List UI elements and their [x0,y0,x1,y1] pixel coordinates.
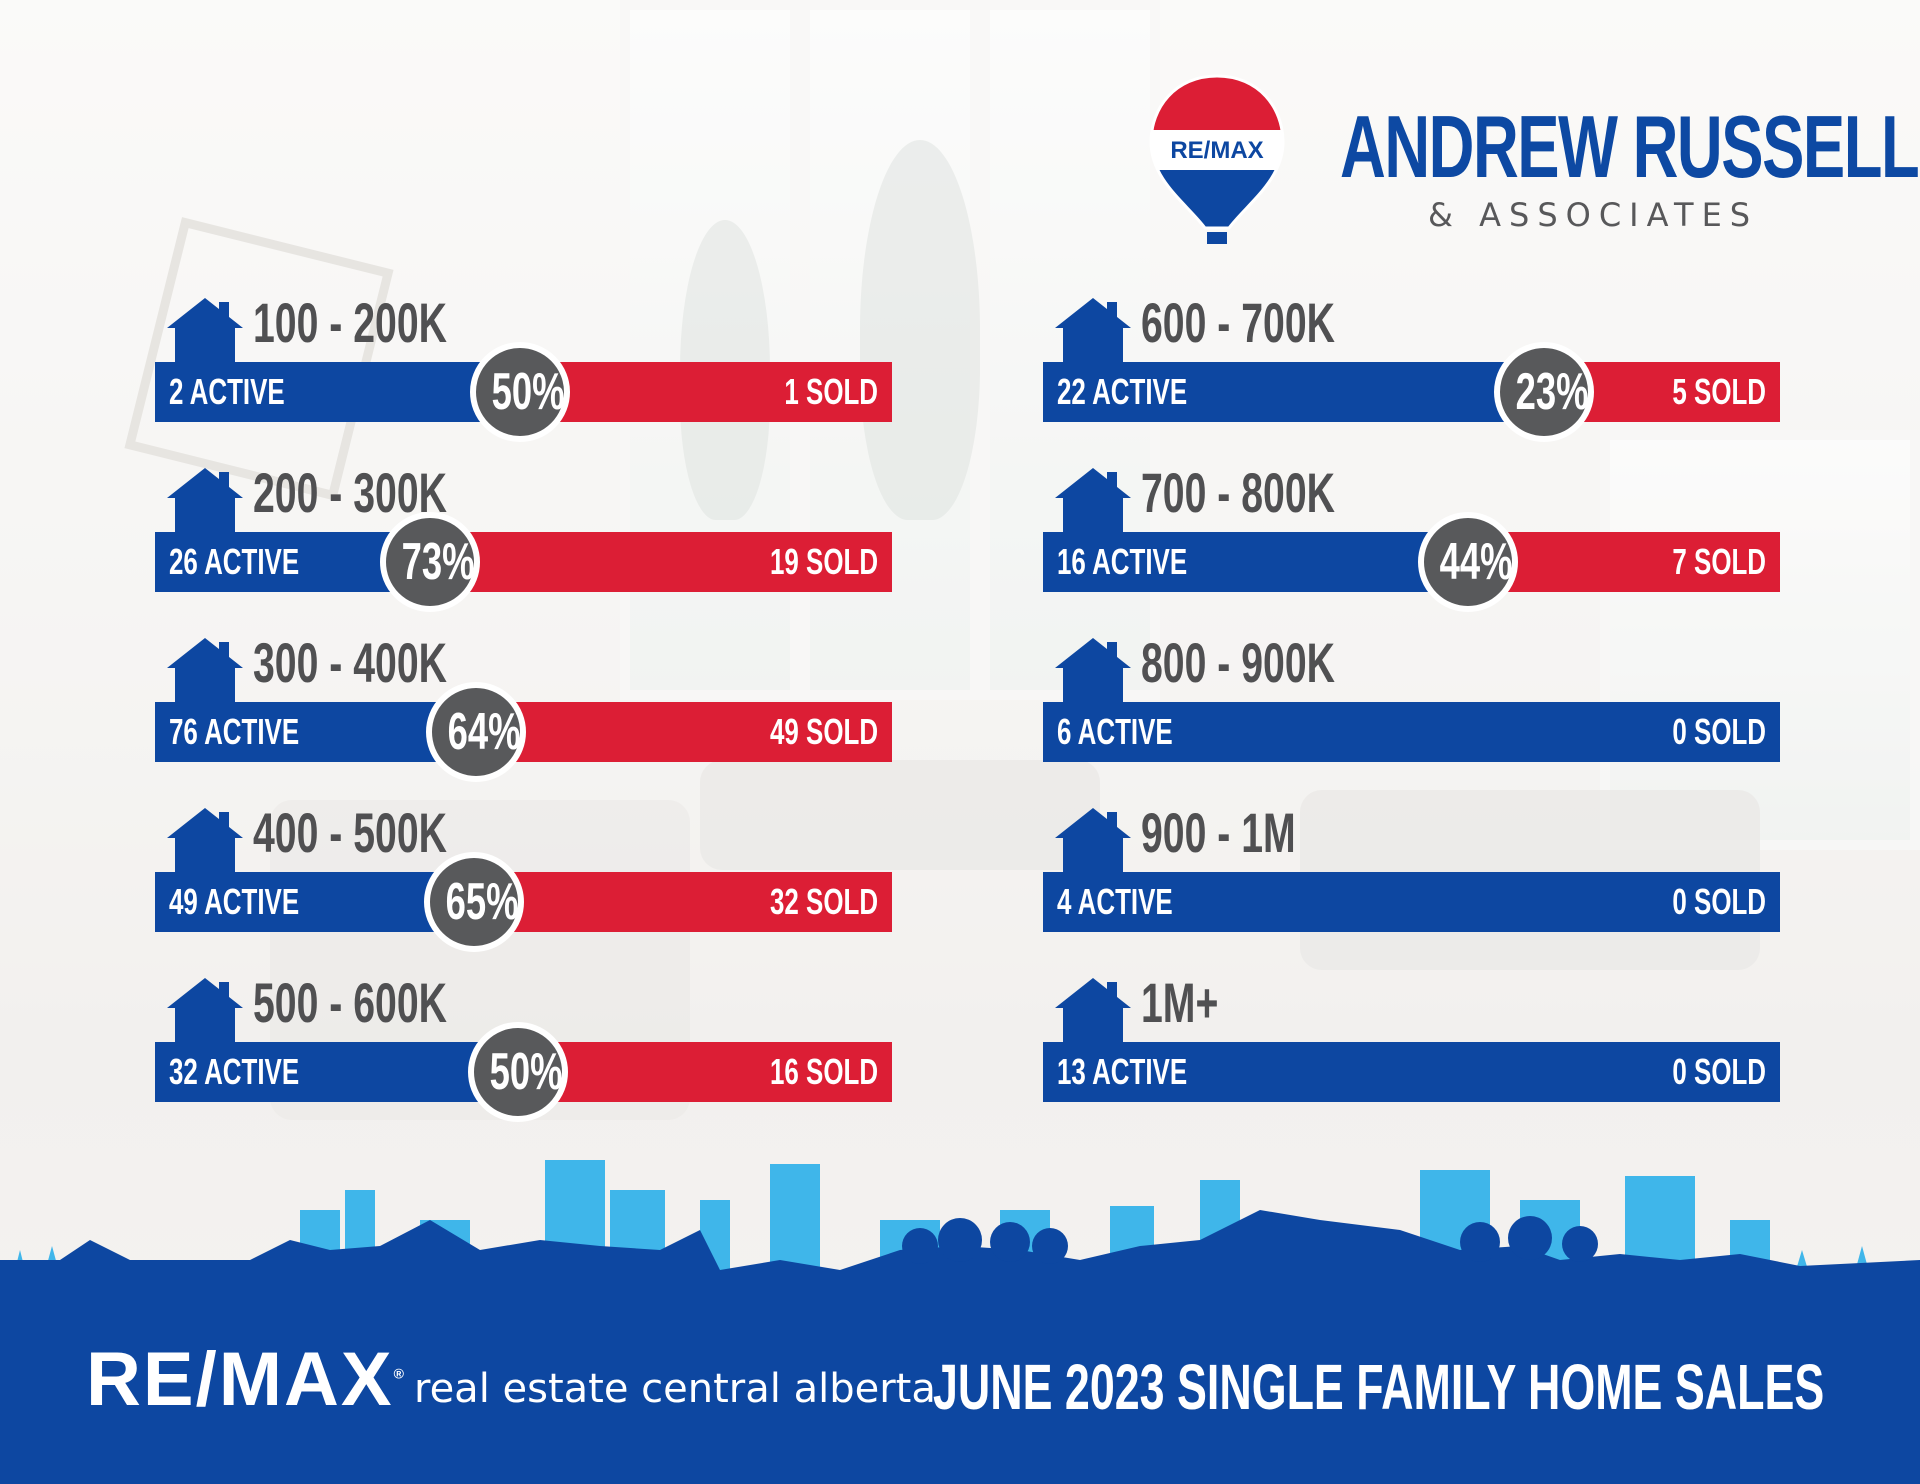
active-bar [155,702,446,762]
price-range-row: 200 - 300K 73% 26 ACTIVE 19 SOLD [155,462,895,612]
remax-balloon-icon: RE/MAX [1149,74,1285,244]
sold-count: 0 SOLD [1672,1051,1766,1092]
price-range-label: 300 - 400K [253,631,447,694]
footer-tagline: real estate central alberta [414,1366,936,1412]
sold-percentage-badge: 50% [470,342,570,442]
active-bar [155,1042,488,1102]
sold-percentage-badge: 64% [426,682,526,782]
price-range-row: 300 - 400K 64% 76 ACTIVE 49 SOLD [155,632,895,782]
active-count: 2 ACTIVE [169,371,285,412]
sold-count: 0 SOLD [1672,711,1766,752]
price-range-label: 100 - 200K [253,291,447,354]
price-range-row: 400 - 500K 65% 49 ACTIVE 32 SOLD [155,802,895,952]
sold-count: 32 SOLD [769,881,878,922]
sold-bar [460,532,892,592]
active-bar [155,872,444,932]
sold-bar [506,702,892,762]
sold-count: 49 SOLD [769,711,878,752]
active-bar [1043,1042,1780,1102]
active-bar [1043,532,1438,592]
balloon-text: RE/MAX [1170,137,1263,164]
active-count: 26 ACTIVE [169,541,300,582]
sold-bar [548,1042,892,1102]
active-count: 4 ACTIVE [1057,881,1173,922]
brand-name: ANDREW RUSSELL [1340,97,1920,196]
active-count: 76 ACTIVE [169,711,300,752]
price-range-label: 500 - 600K [253,971,447,1034]
sold-percentage-badge: 65% [424,852,524,952]
active-count: 32 ACTIVE [169,1051,300,1092]
house-icon [165,294,245,370]
sold-percentage-badge: 44% [1418,512,1518,612]
sold-percentage-badge: 50% [468,1022,568,1122]
house-icon [1053,974,1133,1050]
house-icon [165,974,245,1050]
active-count: 22 ACTIVE [1057,371,1188,412]
active-bar [155,532,400,592]
sold-count: 5 SOLD [1672,371,1766,412]
active-bar [1043,362,1514,422]
active-count: 13 ACTIVE [1057,1051,1188,1092]
brand-block: ANDREW RUSSELL & ASSOCIATES [1340,97,1920,235]
house-icon [165,634,245,710]
house-icon [1053,464,1133,540]
price-range-row: 600 - 700K 23% 22 ACTIVE 5 SOLD [1043,292,1783,442]
footer-title: JUNE 2023 SINGLE FAMILY HOME SALES [932,1351,1824,1423]
sold-count: 0 SOLD [1672,881,1766,922]
active-bar [1043,872,1780,932]
sold-count: 16 SOLD [769,1051,878,1092]
brand-sub: & ASSOCIATES [1428,196,1759,234]
house-icon [1053,804,1133,880]
price-range-row: 800 - 900K 6 ACTIVE 0 SOLD [1043,632,1783,772]
price-range-label: 600 - 700K [1141,291,1335,354]
active-bar [155,362,490,422]
active-count: 49 ACTIVE [169,881,300,922]
active-bar [1043,702,1780,762]
price-range-label: 1M+ [1141,971,1219,1034]
price-range-label: 900 - 1M [1141,801,1296,864]
price-range-label: 700 - 800K [1141,461,1335,524]
footer-logo: RE/MAX® [86,1337,406,1422]
price-range-row: 500 - 600K 50% 32 ACTIVE 16 SOLD [155,972,895,1122]
sold-percentage-badge: 73% [380,512,480,612]
sold-bar [550,362,892,422]
active-count: 16 ACTIVE [1057,541,1188,582]
price-range-label: 400 - 500K [253,801,447,864]
sold-bar [1498,532,1780,592]
price-range-row: 700 - 800K 44% 16 ACTIVE 7 SOLD [1043,462,1783,612]
active-count: 6 ACTIVE [1057,711,1173,752]
sold-count: 7 SOLD [1672,541,1766,582]
price-range-row: 1M+ 13 ACTIVE 0 SOLD [1043,972,1783,1112]
sold-percentage-badge: 23% [1494,342,1594,442]
sold-count: 19 SOLD [769,541,878,582]
city-skyline [0,1160,1920,1290]
sold-count: 1 SOLD [784,371,878,412]
footer: RE/MAX® real estate central alberta JUNE… [0,1282,1920,1484]
house-icon [165,464,245,540]
house-icon [1053,294,1133,370]
house-icon [165,804,245,880]
sold-bar [504,872,892,932]
house-icon [1053,634,1133,710]
price-range-label: 800 - 900K [1141,631,1335,694]
price-range-row: 900 - 1M 4 ACTIVE 0 SOLD [1043,802,1783,942]
price-range-row: 100 - 200K 50% 2 ACTIVE 1 SOLD [155,292,895,442]
sold-bar [1574,362,1780,422]
